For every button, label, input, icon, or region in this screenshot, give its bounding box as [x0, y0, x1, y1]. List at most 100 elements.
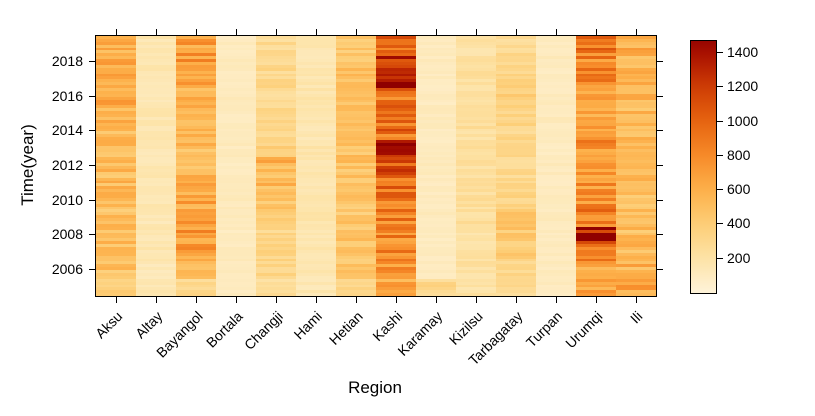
heatmap-cell — [296, 232, 336, 236]
heatmap-cell — [216, 212, 256, 216]
heatmap-cell — [216, 114, 256, 117]
colorbar-tick — [717, 52, 723, 53]
heatmap-cell — [576, 125, 616, 129]
heatmap-cell — [176, 90, 216, 94]
top-tick — [635, 29, 637, 35]
heatmap-cell — [376, 56, 416, 60]
heatmap-cell — [496, 293, 536, 297]
heatmap-cell — [376, 148, 416, 152]
heatmap-cell — [256, 249, 296, 253]
heatmap-cell — [296, 209, 336, 213]
heatmap-cell — [536, 154, 576, 158]
top-tick — [235, 29, 237, 35]
heatmap-cell — [416, 267, 456, 271]
heatmap-cell — [216, 258, 256, 262]
heatmap-column-altay — [136, 36, 176, 297]
heatmap-cell — [376, 114, 416, 117]
heatmap-cell — [576, 163, 616, 167]
heatmap-cell — [616, 180, 656, 184]
heatmap-cell — [536, 88, 576, 91]
heatmap-cell — [576, 137, 616, 141]
heatmap-cell — [416, 82, 456, 86]
heatmap-cell — [536, 90, 576, 94]
heatmap-cell — [416, 44, 456, 48]
heatmap-cell — [376, 218, 416, 221]
heatmap-cell — [576, 226, 616, 230]
heatmap-cell — [376, 255, 416, 259]
heatmap-cell — [216, 267, 256, 271]
heatmap-cell — [376, 119, 416, 123]
heatmap-cell — [216, 90, 256, 94]
heatmap-cell — [456, 267, 496, 271]
heatmap-cell — [216, 47, 256, 51]
heatmap-cell — [96, 284, 136, 288]
heatmap-cell — [456, 203, 496, 207]
heatmap-cell — [496, 166, 536, 169]
heatmap-cell — [176, 275, 216, 279]
heatmap-cell — [416, 96, 456, 100]
heatmap-cell — [496, 36, 536, 39]
heatmap-cell — [216, 177, 256, 181]
heatmap-cell — [96, 125, 136, 129]
heatmap-cell — [616, 258, 656, 262]
heatmap-cell — [416, 287, 456, 291]
heatmap-cell — [576, 273, 616, 276]
heatmap-cell — [336, 278, 376, 282]
heatmap-cell — [496, 82, 536, 86]
heatmap-cell — [336, 232, 376, 236]
heatmap-cell — [416, 290, 456, 294]
heatmap-cell — [616, 177, 656, 181]
heatmap-cell — [216, 192, 256, 195]
heatmap-cell — [96, 232, 136, 236]
heatmap-cell — [616, 59, 656, 63]
heatmap-cell — [536, 249, 576, 253]
heatmap-cell — [136, 64, 176, 68]
heatmap-cell — [376, 85, 416, 89]
heatmap-cell — [136, 140, 176, 143]
heatmap-cell — [376, 154, 416, 158]
heatmap-cell — [136, 226, 176, 230]
heatmap-cell — [216, 88, 256, 91]
heatmap-cell — [456, 186, 496, 190]
heatmap-cell — [576, 241, 616, 245]
heatmap-cell — [296, 41, 336, 45]
heatmap-cell — [496, 67, 536, 71]
heatmap-cell — [296, 290, 336, 294]
heatmap-cell — [336, 229, 376, 233]
heatmap-cell — [416, 102, 456, 106]
heatmap-cell — [96, 85, 136, 89]
heatmap-cell — [176, 122, 216, 126]
heatmap-cell — [176, 287, 216, 291]
heatmap-cell — [496, 56, 536, 60]
heatmap-cell — [416, 206, 456, 210]
bottom-tick — [275, 297, 277, 303]
heatmap-cell — [256, 252, 296, 256]
heatmap-cell — [176, 171, 216, 175]
heatmap-cell — [376, 93, 416, 97]
heatmap-cell — [536, 194, 576, 198]
heatmap-cell — [536, 247, 576, 250]
heatmap-cell — [176, 264, 216, 268]
heatmap-cell — [96, 163, 136, 167]
heatmap-cell — [536, 128, 576, 132]
heatmap-cell — [296, 278, 336, 282]
heatmap-cell — [496, 140, 536, 143]
heatmap-cell — [416, 264, 456, 268]
heatmap-cell — [376, 180, 416, 184]
heatmap-cell — [496, 151, 536, 155]
heatmap-cell — [416, 56, 456, 60]
heatmap-cell — [96, 116, 136, 120]
heatmap-cell — [536, 93, 576, 97]
heatmap-cell — [216, 215, 256, 219]
heatmap-cell — [336, 151, 376, 155]
heatmap-cell — [536, 189, 576, 193]
heatmap-cell — [296, 226, 336, 230]
heatmap-cell — [496, 252, 536, 256]
left-tick — [89, 61, 95, 62]
heatmap-cell — [496, 119, 536, 123]
heatmap-cell — [216, 229, 256, 233]
left-tick — [89, 165, 95, 166]
heatmap-cell — [136, 249, 176, 253]
y-tick-label-2012: 2012 — [51, 157, 83, 173]
heatmap-cell — [216, 119, 256, 123]
